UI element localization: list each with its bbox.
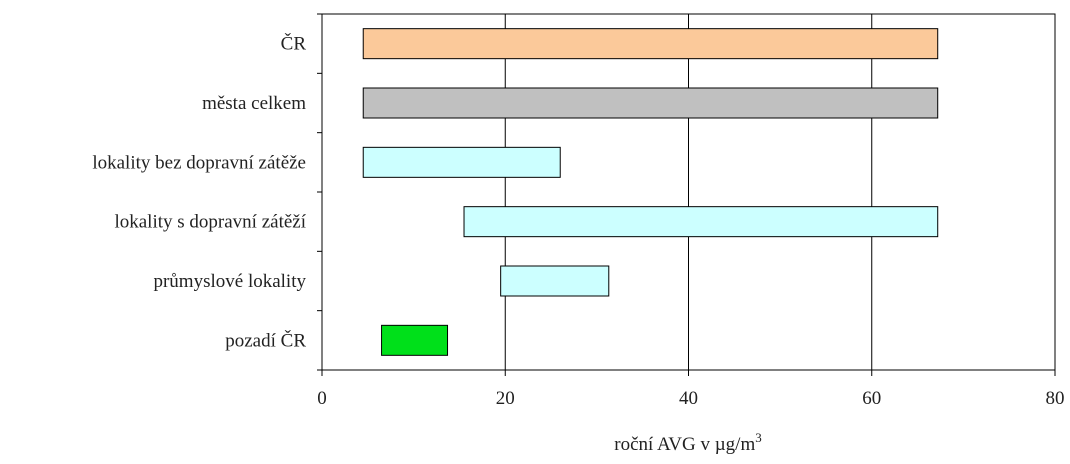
category-label: lokality bez dopravní zátěže xyxy=(92,152,306,173)
x-axis-ticks: 0 20 40 60 80 xyxy=(317,370,1065,409)
bars xyxy=(362,28,939,356)
x-tick-label: 0 xyxy=(317,388,327,409)
x-axis-title: roční AVG v µg/m3 xyxy=(614,430,761,455)
range-bar xyxy=(362,146,561,178)
range-bar xyxy=(362,28,939,60)
category-label: průmyslové lokality xyxy=(153,271,306,292)
x-tick-label: 80 xyxy=(1046,388,1065,409)
range-bar xyxy=(463,206,939,238)
category-labels: ČR města celkem lokality bez dopravní zátě… xyxy=(92,33,306,352)
y-axis-ticks xyxy=(317,13,322,371)
category-label: lokality s dopravní zátěží xyxy=(114,212,306,233)
x-tick-label: 20 xyxy=(496,388,515,409)
category-label: pozadí ČR xyxy=(225,329,306,351)
category-label: města celkem xyxy=(202,93,306,114)
x-axis-title-text: roční AVG v µg/m xyxy=(614,434,755,455)
category-label: ČR xyxy=(281,33,307,55)
grid-lines xyxy=(504,14,873,370)
x-tick-label: 40 xyxy=(679,388,698,409)
x-tick-label: 60 xyxy=(862,388,881,409)
range-bar xyxy=(381,324,449,356)
range-bar xyxy=(500,265,610,297)
range-bar xyxy=(362,87,939,119)
x-axis-title-superscript: 3 xyxy=(755,430,762,445)
